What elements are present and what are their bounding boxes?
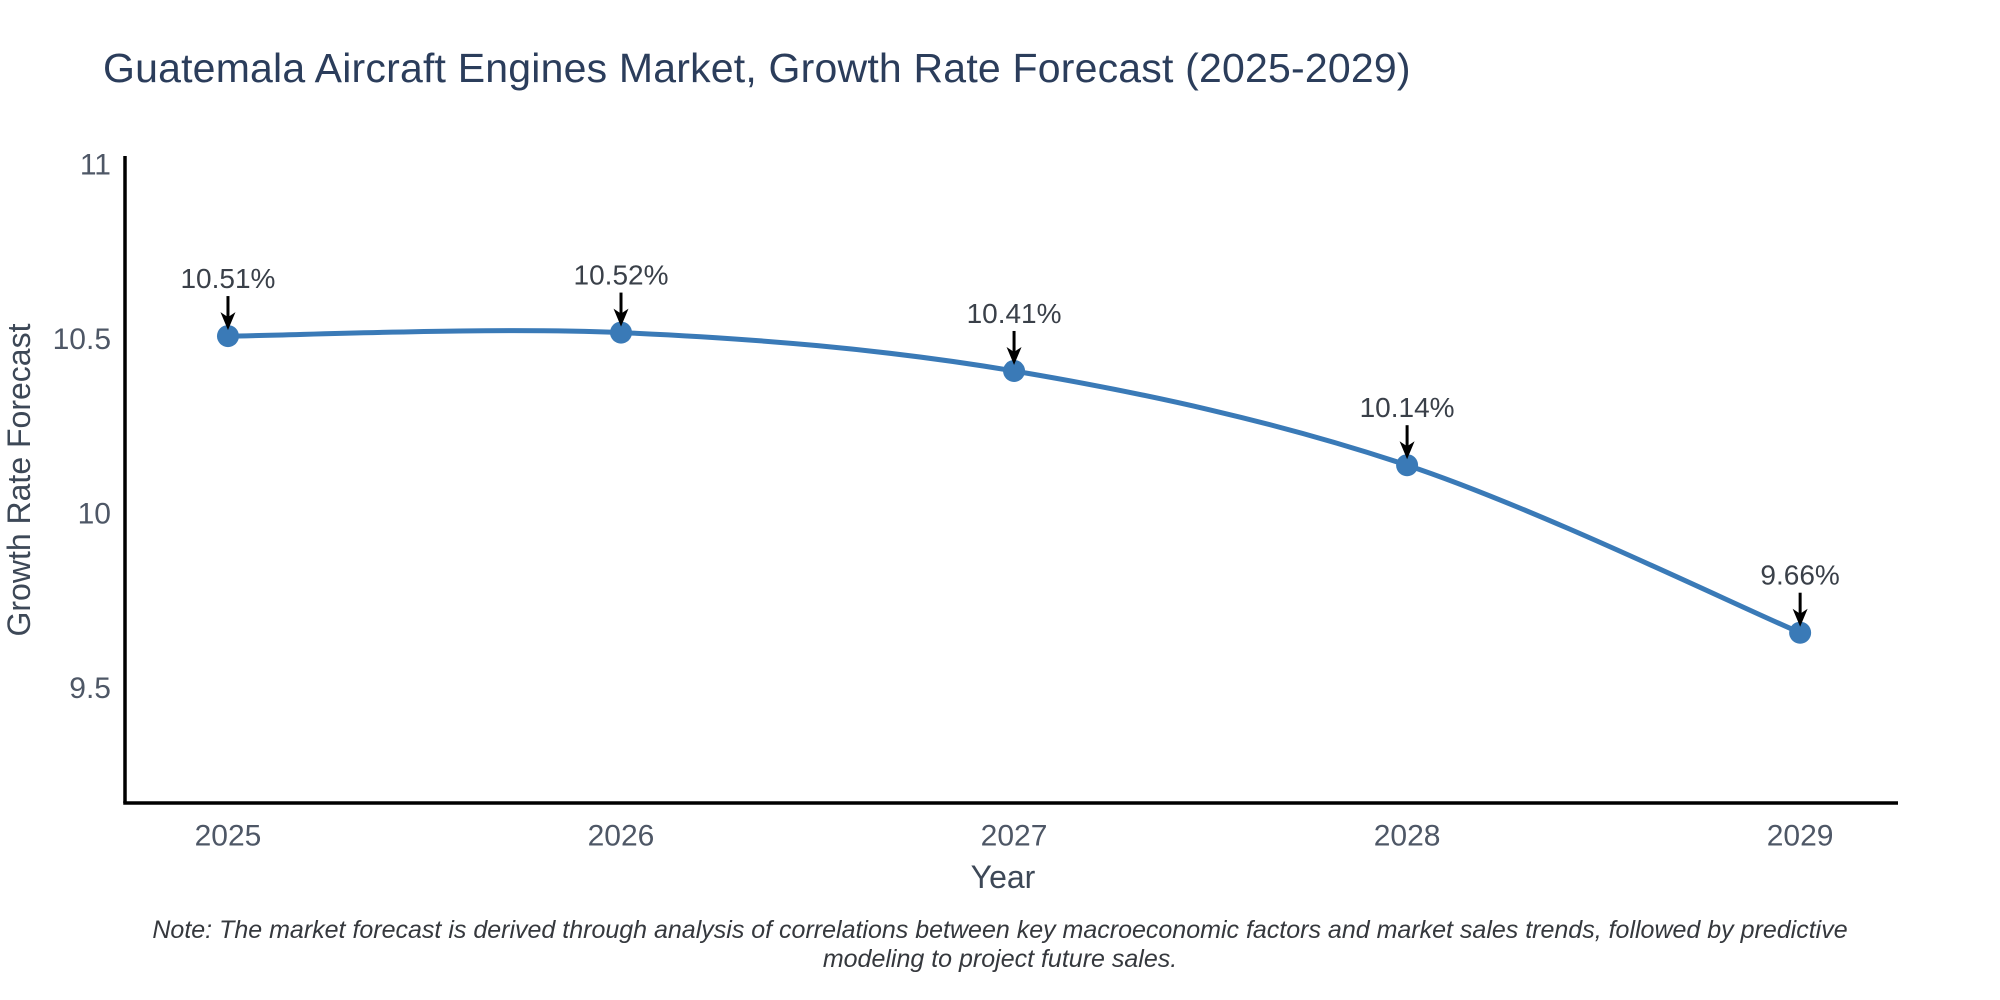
data-point-label: 9.66% [1760,560,1839,591]
annotation-arrowhead-icon [1792,608,1808,627]
data-point-marker[interactable] [216,325,239,348]
data-point-marker[interactable] [1003,359,1026,382]
y-tick-label: 9.5 [69,672,111,705]
data-point-label: 10.52% [574,260,669,291]
data-point-marker[interactable] [610,321,633,344]
x-tick-label: 2025 [195,820,262,853]
y-tick-label: 11 [80,149,111,182]
data-point-label: 10.41% [967,298,1062,329]
annotation-arrowhead-icon [1006,346,1022,365]
data-point-marker[interactable] [1789,621,1812,644]
annotation-arrowhead-icon [1399,441,1415,460]
plot-area: 11 10.5 10 9.5 2025 2026 2027 2028 2029 10.51% 10.… [53,149,1898,853]
data-point-label: 10.51% [180,263,275,294]
data-point-label: 10.14% [1360,392,1455,423]
x-axis-title: Year [971,859,1036,895]
x-tick-label: 2028 [1374,820,1441,853]
x-tick-label: 2026 [588,820,655,853]
annotation-arrowhead-icon [613,308,629,327]
x-tick-label: 2029 [1767,820,1834,853]
chart-title: Guatemala Aircraft Engines Market, Growt… [103,45,1411,91]
footnote: Note: The market forecast is derived thr… [152,916,1848,973]
x-tick-label: 2027 [981,820,1048,853]
y-tick-label: 10.5 [53,323,111,356]
annotation-arrowhead-icon [220,312,236,331]
y-axis-title: Growth Rate Forecast [1,323,37,636]
y-tick-label: 10 [78,498,111,531]
data-point-marker[interactable] [1396,454,1419,477]
